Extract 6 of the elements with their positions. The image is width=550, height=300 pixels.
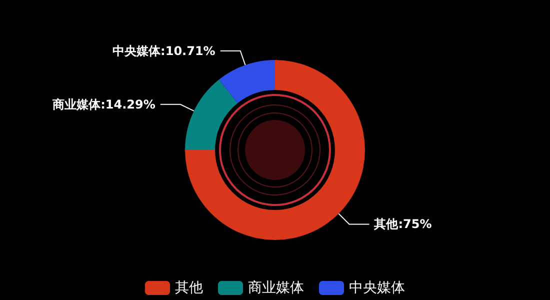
- legend-label: 其他: [175, 280, 203, 296]
- category-label: 其他:75%: [374, 217, 432, 232]
- category-label: 商业媒体:14.29%: [52, 97, 156, 112]
- category-label: 中央媒体:10.71%: [112, 44, 216, 58]
- legend-label: 中央媒体: [349, 280, 405, 296]
- legend-label: 商业媒体: [248, 280, 304, 296]
